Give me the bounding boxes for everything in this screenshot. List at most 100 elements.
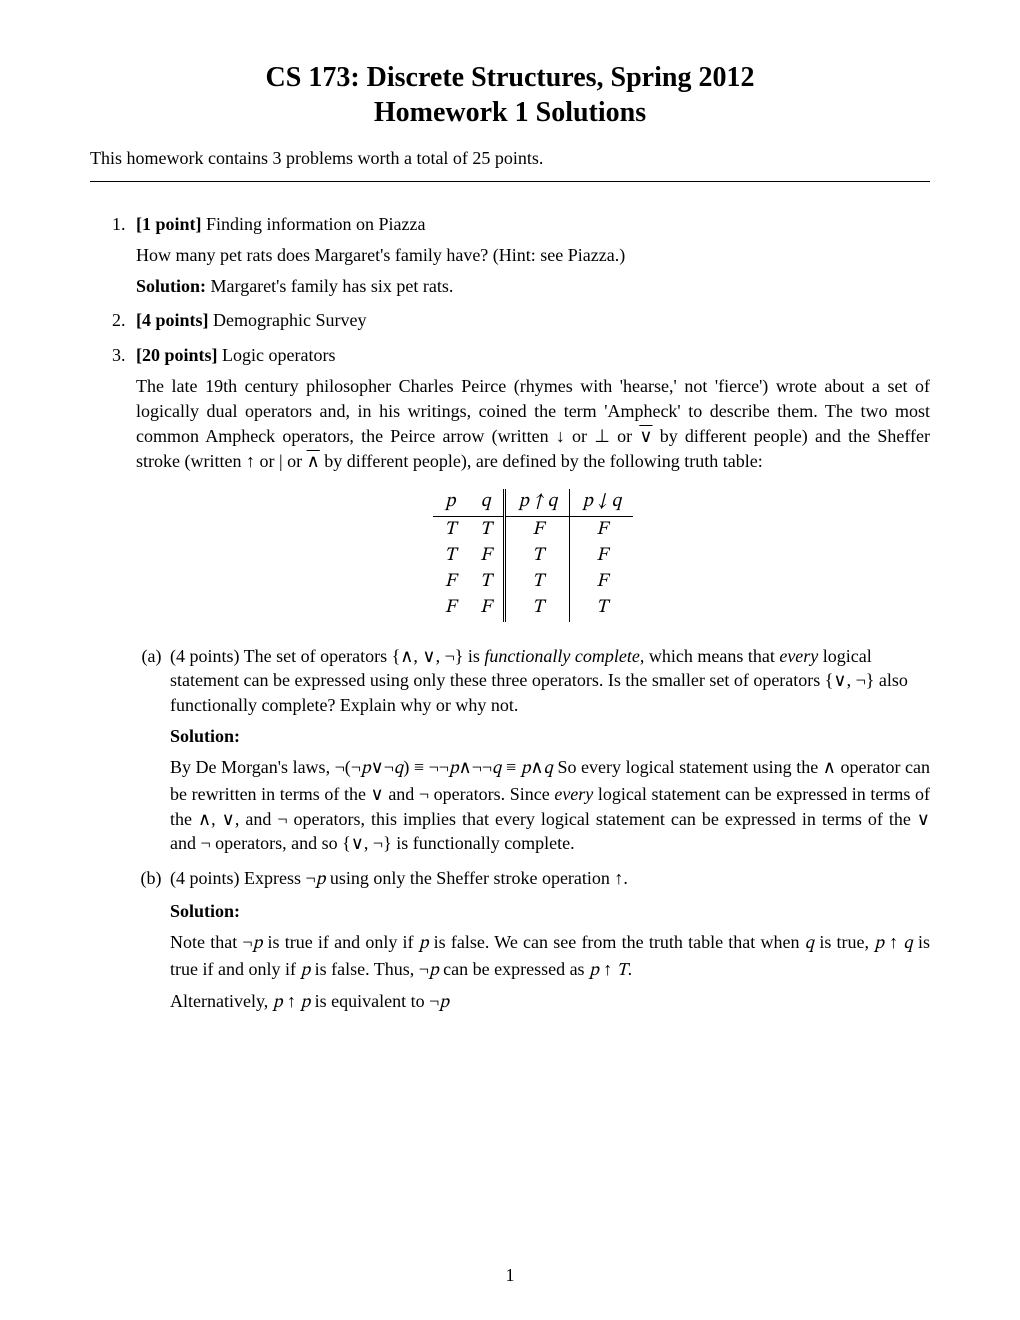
var-q: q: [544, 760, 553, 778]
var-T: T: [617, 962, 628, 980]
var-q: q: [903, 935, 912, 953]
sb-q2: using only the Sheffer stroke operation …: [325, 868, 628, 888]
cell: T: [433, 543, 468, 569]
sb-sol-e: ↑: [884, 932, 903, 952]
th-p: p: [433, 489, 468, 516]
title-line-1: CS 173: Discrete Structures, Spring 2012: [266, 62, 755, 93]
sa-sol-f: ∧: [530, 757, 543, 777]
wedge-bar-symbol: ∧: [307, 451, 320, 471]
subpart-list: (4 points) The set of operators {∧, ∨, ¬…: [136, 644, 930, 1017]
var-q: q: [492, 760, 501, 778]
solution-label: Solution:: [170, 899, 930, 924]
problem-1-solution: Solution: Margaret's family has six pet …: [136, 274, 930, 299]
problem-1-question: How many pet rats does Margaret's family…: [136, 243, 930, 268]
cell: T: [505, 595, 570, 621]
cell: F: [570, 516, 633, 543]
problem-list: [1 point] Finding information on Piazza …: [90, 212, 930, 1016]
sb-sol2-a: Alternatively,: [170, 991, 273, 1011]
p3-text-c: by different people), are defined by the…: [320, 451, 763, 471]
th-p-down-q: p ↓ q: [570, 489, 633, 516]
sa-q1: The set of operators {∧, ∨, ¬} is: [244, 646, 485, 666]
subpart-b-solution-2: Alternatively, p ↑ p is equivalent to ¬p: [170, 989, 930, 1016]
subpart-b: (4 points) Express ¬p using only the She…: [166, 866, 930, 1016]
sb-sol2-b: ↑: [282, 991, 300, 1011]
truth-table-container: p q p ↑ q p ↓ q T T F F: [136, 489, 930, 621]
cell: T: [468, 569, 505, 595]
solution-label: Solution:: [136, 276, 206, 296]
problem-1: [1 point] Finding information on Piazza …: [130, 212, 930, 298]
var-p: p: [300, 994, 310, 1012]
problem-2-points: [4 points]: [136, 310, 209, 330]
cell: T: [433, 516, 468, 543]
sa-sol-a: By De Morgan's laws, ¬(¬: [170, 757, 361, 777]
table-row: F T T F: [433, 569, 634, 595]
sa-sol-e: ≡: [501, 757, 520, 777]
sb-sol2-c: is equivalent to ¬: [310, 991, 439, 1011]
horizontal-rule: [90, 181, 930, 182]
table-row: T F T F: [433, 543, 634, 569]
var-q: q: [805, 935, 814, 953]
problem-3-paragraph: The late 19th century philosopher Charle…: [136, 374, 930, 473]
var-p: p: [439, 994, 449, 1012]
var-q: q: [394, 760, 403, 778]
every-italic-2: every: [554, 784, 593, 804]
cell: F: [433, 595, 468, 621]
problem-1-points: [1 point]: [136, 214, 202, 234]
sa-sol-d: ∧¬¬: [459, 757, 492, 777]
truth-table: p q p ↑ q p ↓ q T T F F: [433, 489, 634, 621]
var-p: p: [419, 935, 429, 953]
var-p: p: [300, 962, 310, 980]
sa-sol-b: ∨¬: [371, 757, 394, 777]
problem-3-points: [20 points]: [136, 345, 218, 365]
problem-2: [4 points] Demographic Survey: [130, 308, 930, 333]
functionally-complete-italic: functionally complete: [484, 646, 639, 666]
sb-sol-b: is true if and only if: [262, 932, 419, 952]
cell: F: [468, 595, 505, 621]
sb-sol-i: ↑: [599, 959, 617, 979]
cell: T: [570, 595, 633, 621]
problem-3-heading: Logic operators: [218, 345, 336, 365]
vee-bar-symbol: ∨: [639, 426, 652, 446]
subpart-b-solution-1: Note that ¬p is true if and only if p is…: [170, 930, 930, 984]
sb-sol-d: is true,: [814, 932, 874, 952]
every-italic: every: [779, 646, 818, 666]
var-p: p: [449, 760, 459, 778]
solution-label: Solution:: [170, 724, 930, 749]
var-p: p: [361, 760, 371, 778]
sa-q2: , which means that: [640, 646, 779, 666]
cell: T: [468, 516, 505, 543]
var-p: p: [253, 935, 263, 953]
page: CS 173: Discrete Structures, Spring 2012…: [0, 0, 1020, 1320]
page-number: 1: [0, 1265, 1020, 1286]
var-p: p: [589, 962, 599, 980]
cell: T: [505, 543, 570, 569]
problem-1-heading: Finding information on Piazza: [202, 214, 426, 234]
subpart-b-points: (4 points): [170, 868, 244, 888]
cell: F: [570, 543, 633, 569]
cell: F: [505, 516, 570, 543]
problem-2-heading: Demographic Survey: [209, 310, 367, 330]
problem-3: [20 points] Logic operators The late 19t…: [130, 343, 930, 1016]
cell: F: [433, 569, 468, 595]
truth-table-header-row: p q p ↑ q p ↓ q: [433, 489, 634, 516]
table-row: F F T T: [433, 595, 634, 621]
var-p: p: [521, 760, 531, 778]
sb-sol-g: is false. Thus, ¬: [310, 959, 429, 979]
subpart-a-points: (4 points): [170, 646, 244, 666]
document-title: CS 173: Discrete Structures, Spring 2012…: [90, 60, 930, 130]
var-p: p: [316, 871, 326, 889]
problem-1-solution-text: Margaret's family has six pet rats.: [206, 276, 453, 296]
subpart-a: (4 points) The set of operators {∧, ∨, ¬…: [166, 644, 930, 857]
cell: F: [468, 543, 505, 569]
subpart-a-solution: By De Morgan's laws, ¬(¬p∨¬q) ≡ ¬¬p∧¬¬q …: [170, 755, 930, 856]
sa-sol-c: ) ≡ ¬¬: [403, 757, 449, 777]
title-line-2: Homework 1 Solutions: [374, 97, 646, 128]
sb-sol-a: Note that ¬: [170, 932, 253, 952]
sb-sol-h: can be expressed as: [439, 959, 589, 979]
var-p: p: [874, 935, 884, 953]
table-row: T T F F: [433, 516, 634, 543]
cell: F: [570, 569, 633, 595]
sb-sol-j: .: [628, 959, 633, 979]
sb-q1: Express ¬: [244, 868, 316, 888]
var-p: p: [429, 962, 439, 980]
